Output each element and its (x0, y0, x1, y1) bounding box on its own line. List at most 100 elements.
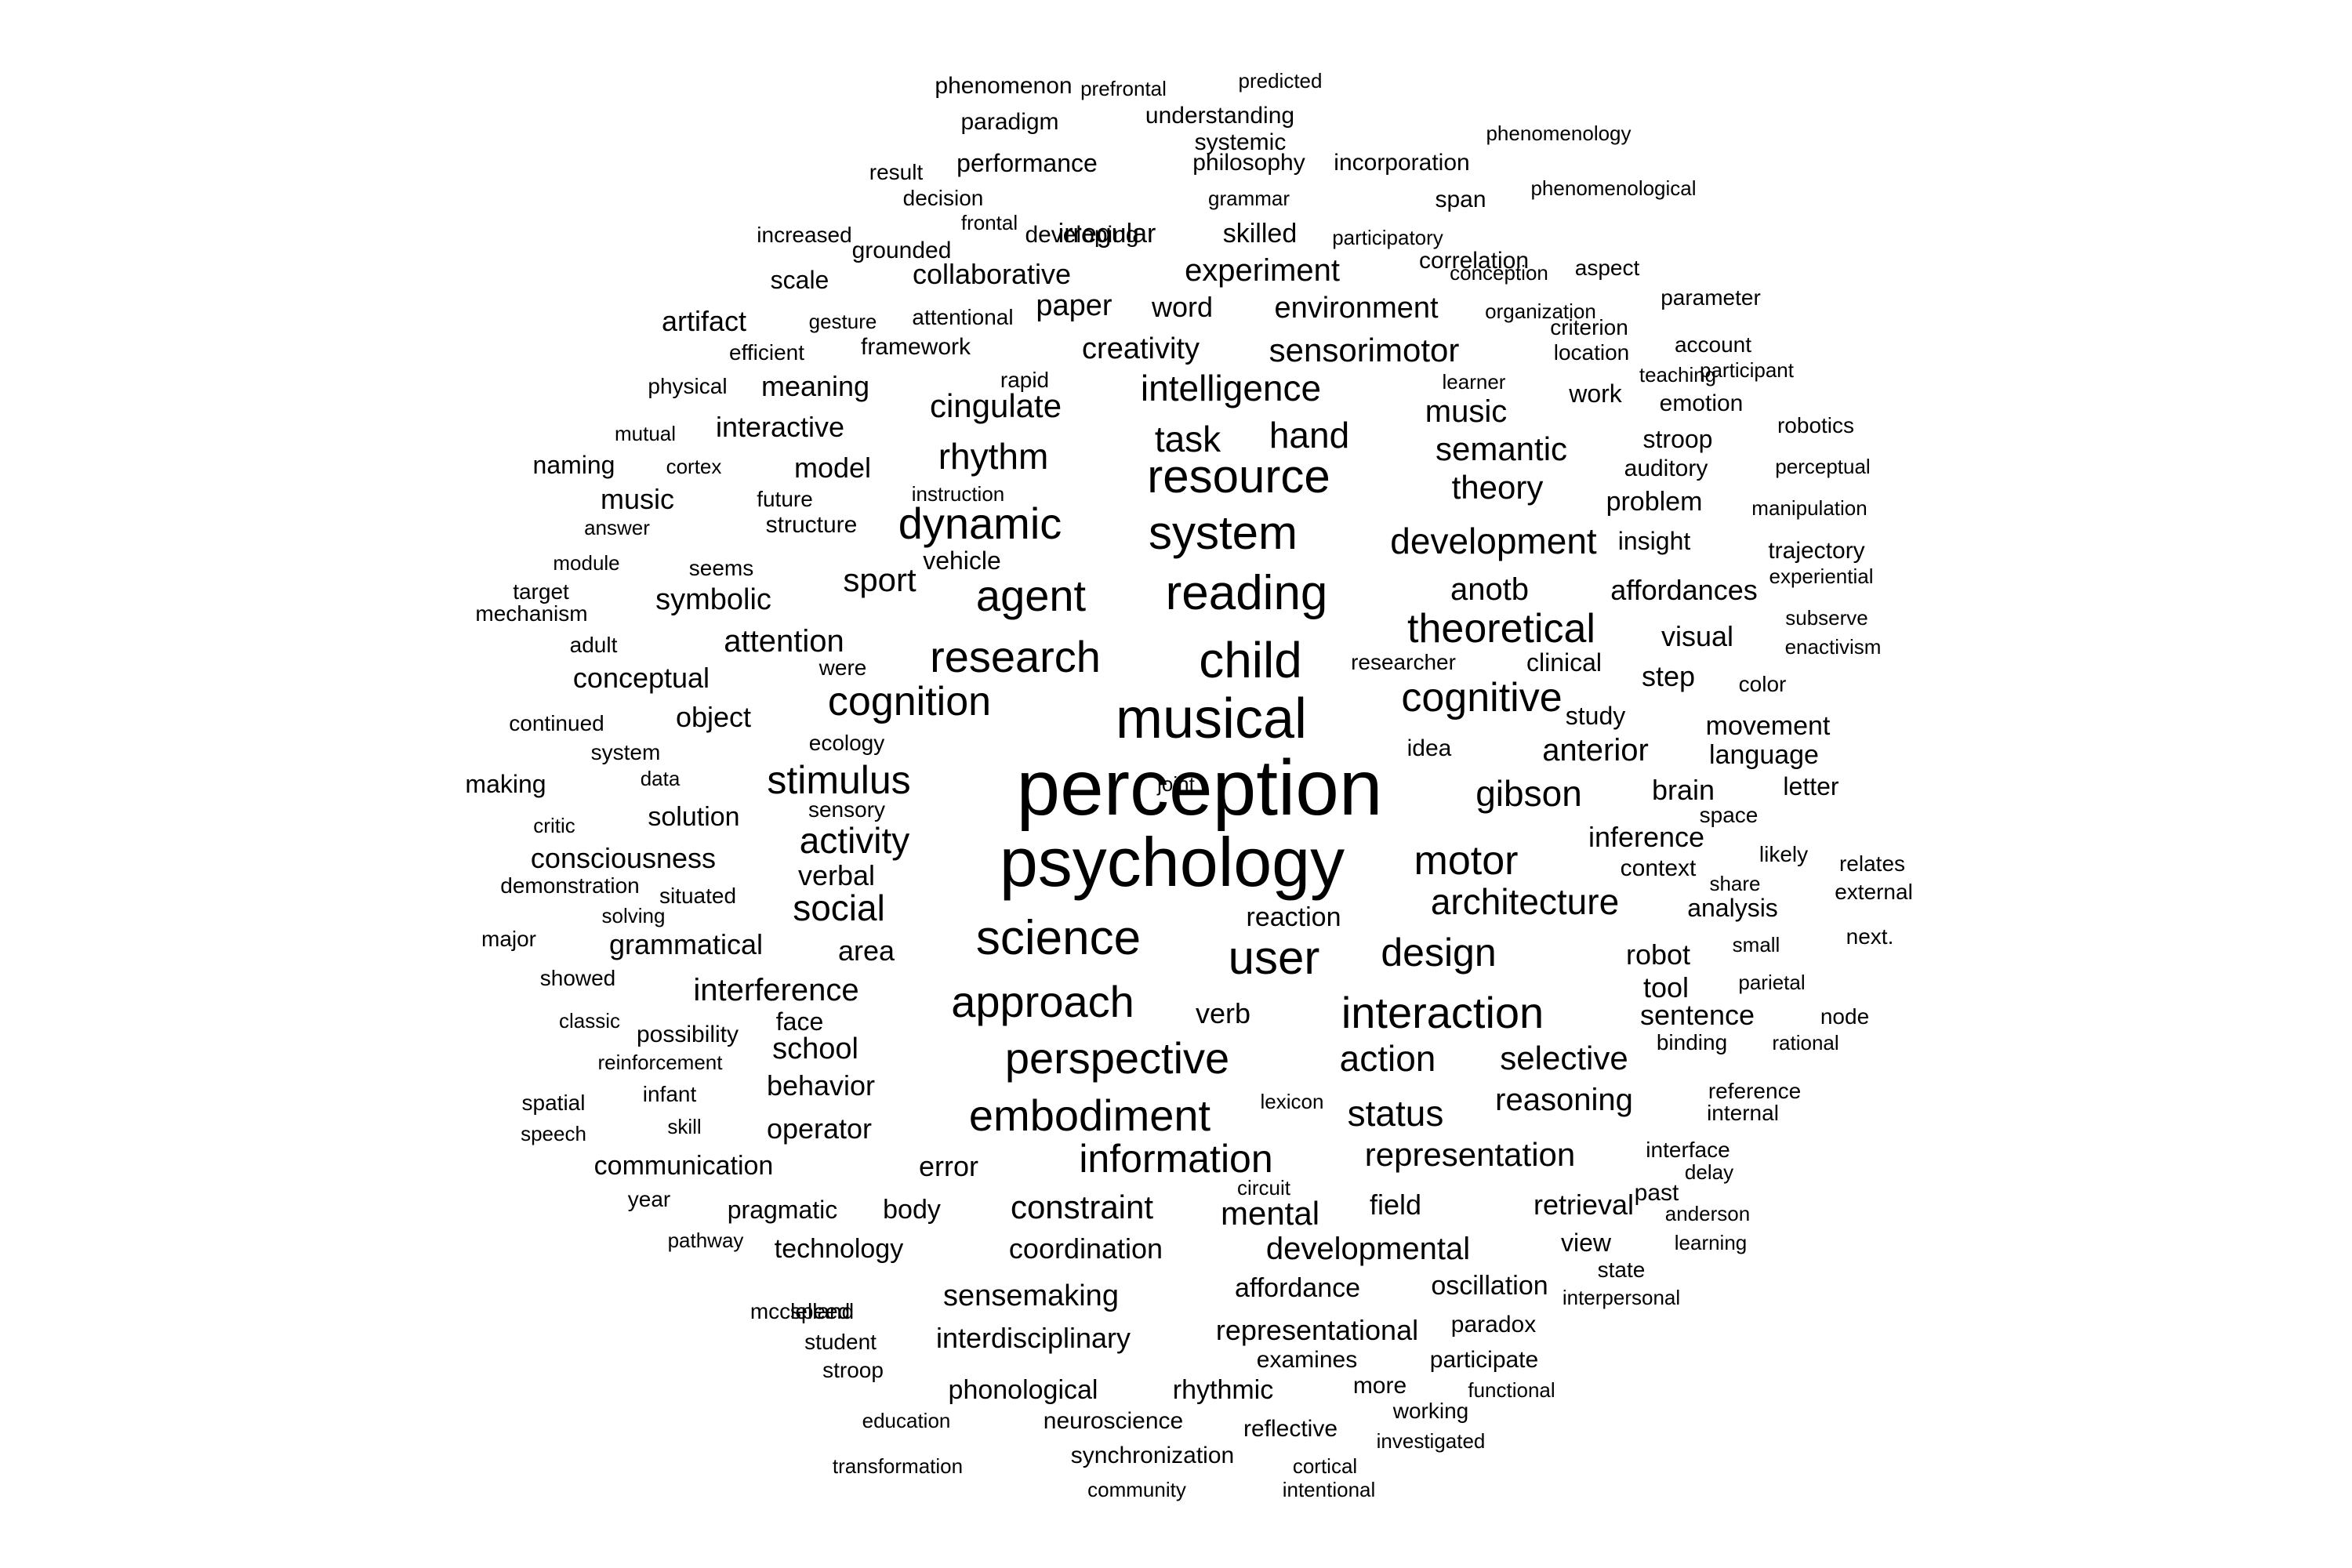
word-pathway: pathway (667, 1229, 744, 1252)
word-delay: delay (1684, 1160, 1734, 1184)
word-correlation: correlation (1418, 248, 1530, 274)
word-rhythmic: rhythmic (1172, 1375, 1274, 1405)
word-task: task (1154, 419, 1221, 459)
word-grammatical: grammatical (608, 928, 764, 960)
word-cingulate: cingulate (929, 387, 1062, 424)
word-instruction: instruction (911, 482, 1005, 506)
word-theoretical: theoretical (1407, 606, 1595, 652)
word-interpersonal: interpersonal (1562, 1286, 1681, 1309)
word-education: education (862, 1409, 951, 1432)
word-circuit: circuit (1237, 1176, 1290, 1200)
word-phenomenology: phenomenology (1486, 122, 1632, 145)
word-grammar: grammar (1207, 187, 1290, 210)
word-child: child (1199, 632, 1302, 688)
word-letter: letter (1783, 772, 1839, 800)
word-model: model (793, 452, 872, 484)
word-design: design (1381, 931, 1497, 975)
word-joint: joint (1157, 772, 1195, 796)
word-framework: framework (860, 334, 971, 360)
word-action: action (1339, 1038, 1436, 1079)
word-prefrontal: prefrontal (1080, 77, 1167, 100)
word-space: space (1699, 803, 1759, 827)
word-making: making (465, 770, 546, 798)
word-parameter: parameter (1661, 285, 1761, 310)
word-solution: solution (648, 802, 740, 832)
word-face: face (775, 1007, 824, 1036)
word-interaction: interaction (1341, 988, 1544, 1037)
word-phenomenological: phenomenological (1530, 176, 1697, 200)
word-situated: situated (659, 884, 737, 908)
word-reaction: reaction (1246, 902, 1341, 932)
word-conceptual: conceptual (572, 662, 710, 694)
word-understanding: understanding (1145, 103, 1295, 129)
word-next: next. (1846, 924, 1894, 949)
word-module: module (553, 551, 620, 575)
word-researcher: researcher (1351, 650, 1456, 674)
word-symbolic: symbolic (655, 583, 771, 616)
word-verbal: verbal (797, 859, 876, 891)
word-reference: reference (1708, 1079, 1802, 1103)
word-science: science (975, 911, 1142, 965)
word-hand: hand (1269, 415, 1350, 456)
word-organization: organization (1485, 299, 1596, 323)
word-neuroscience: neuroscience (1043, 1408, 1184, 1434)
word-intentional: intentional (1282, 1478, 1376, 1501)
word-efficient: efficient (729, 340, 804, 365)
word-cognition: cognition (827, 679, 992, 724)
word-grounded: grounded (851, 238, 952, 263)
word-language: language (1709, 740, 1819, 770)
word-philosophy: philosophy (1192, 150, 1305, 176)
word-paradox: paradox (1450, 1312, 1537, 1338)
word-operator: operator (766, 1112, 873, 1145)
word-skill: skill (667, 1115, 702, 1138)
word-future: future (757, 487, 813, 511)
word-transformation: transformation (832, 1454, 964, 1478)
word-ecology: ecology (808, 731, 885, 755)
word-robot: robot (1625, 938, 1691, 971)
word-representation: representation (1364, 1136, 1576, 1173)
word-result: result (869, 160, 924, 184)
word-reasoning: reasoning (1495, 1083, 1633, 1117)
word-teaching: teaching (1639, 363, 1717, 387)
word-demonstration: demonstration (500, 873, 640, 898)
word-clinical: clinical (1526, 648, 1602, 677)
word-relates: relates (1838, 851, 1906, 876)
word-data: data (640, 767, 681, 790)
word-gibson: gibson (1475, 773, 1582, 814)
word-representational: representational (1215, 1314, 1419, 1346)
word-participatory: participatory (1332, 226, 1443, 249)
word-reflective: reflective (1243, 1416, 1338, 1442)
word-major: major (481, 927, 537, 951)
word-perceptual: perceptual (1775, 455, 1871, 478)
word-selective: selective (1500, 1040, 1628, 1076)
word-speed: speed (789, 1299, 851, 1323)
word-verb: verb (1195, 997, 1251, 1029)
word-collaborative: collaborative (912, 258, 1072, 290)
word-perspective: perspective (1004, 1033, 1230, 1083)
word-psychology: psychology (999, 823, 1345, 901)
word-trajectory: trajectory (1768, 538, 1865, 564)
word-more: more (1352, 1373, 1407, 1399)
word-sensory: sensory (808, 797, 886, 822)
word-external: external (1835, 880, 1913, 904)
word-lexicon: lexicon (1260, 1090, 1324, 1113)
word-cortex: cortex (666, 455, 722, 478)
word-tool: tool (1642, 971, 1690, 1004)
word-seems: seems (688, 556, 754, 580)
word-technology: technology (774, 1234, 904, 1264)
word-infant: infant (642, 1082, 697, 1106)
word-internal: internal (1707, 1101, 1779, 1125)
word-learning: learning (1674, 1231, 1748, 1254)
word-participant: participant (1700, 358, 1794, 382)
word-manipulation: manipulation (1751, 496, 1867, 520)
word-insight: insight (1617, 527, 1691, 555)
word-affordance: affordance (1234, 1273, 1361, 1303)
word-interface: interface (1646, 1138, 1730, 1162)
word-systemic: systemic (1194, 129, 1287, 155)
word-stroop: stroop (1642, 425, 1713, 453)
word-mental: mental (1220, 1195, 1320, 1232)
word-anotb: anotb (1450, 572, 1530, 607)
word-area: area (837, 935, 895, 967)
word-share: share (1709, 872, 1761, 895)
